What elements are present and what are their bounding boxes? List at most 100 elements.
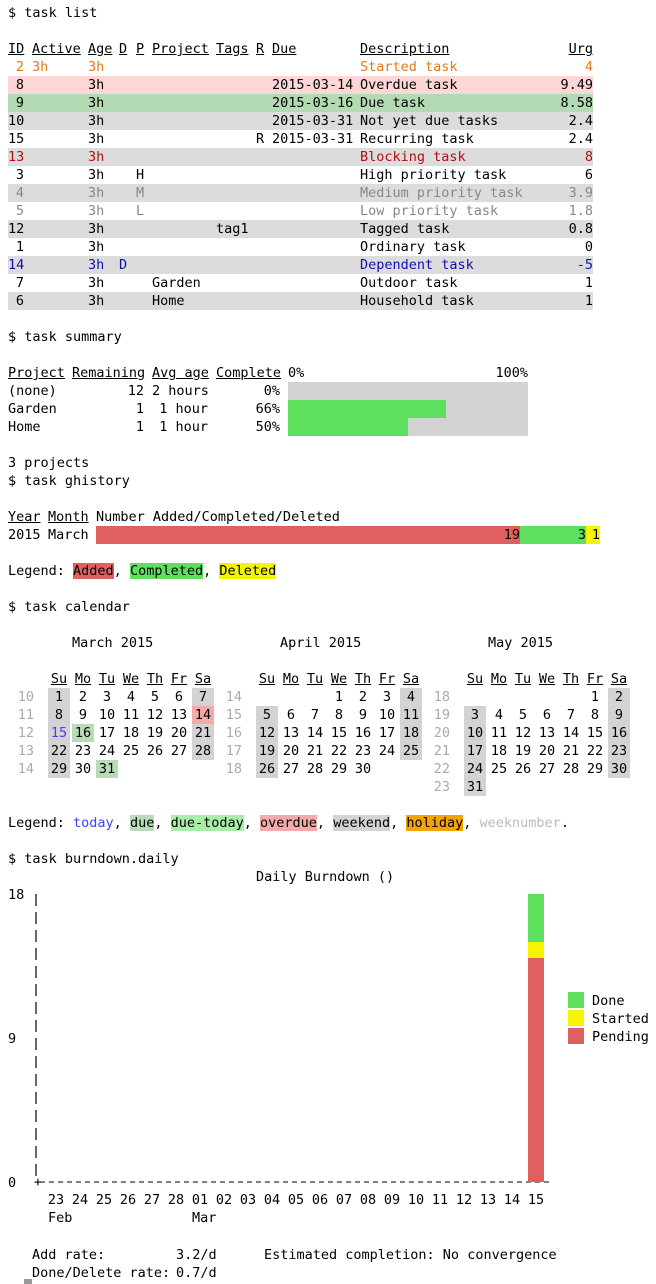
- task-cell-desc: Overdue task: [360, 77, 458, 93]
- calendar-day[interactable]: 11: [122, 707, 140, 723]
- calendar-day[interactable]: 14: [306, 725, 324, 741]
- calendar-day[interactable]: 4: [494, 707, 504, 723]
- calendar-day[interactable]: 29: [586, 761, 604, 777]
- calendar-day[interactable]: 19: [146, 725, 164, 741]
- calendar-day[interactable]: 17: [464, 742, 486, 760]
- calendar-day[interactable]: 2: [608, 688, 630, 706]
- calendar-day[interactable]: 17: [378, 725, 396, 741]
- calendar-day[interactable]: 3: [102, 689, 112, 705]
- task-cell-id: 14: [8, 257, 25, 273]
- calendar-day[interactable]: 16: [354, 725, 372, 741]
- calendar-day[interactable]: 7: [192, 688, 214, 706]
- calendar-day[interactable]: 22: [330, 743, 348, 759]
- calendar-day[interactable]: 28: [306, 761, 324, 777]
- calendar-day[interactable]: 12: [514, 725, 532, 741]
- calendar-day[interactable]: 1: [590, 689, 600, 705]
- calendar-day[interactable]: 7: [310, 707, 320, 723]
- calendar-day[interactable]: 6: [174, 689, 184, 705]
- calendar-day[interactable]: 8: [48, 706, 70, 724]
- calendar-day[interactable]: 22: [48, 742, 70, 760]
- x-tick-label: 03: [240, 1192, 256, 1208]
- summary-remaining: 1: [135, 419, 144, 435]
- calendar-day[interactable]: 3: [464, 706, 486, 724]
- calendar-day[interactable]: 5: [256, 706, 278, 724]
- calendar-day[interactable]: 23: [608, 742, 630, 760]
- calendar-day[interactable]: 24: [98, 743, 116, 759]
- calendar-day[interactable]: 15: [586, 725, 604, 741]
- calendar-day[interactable]: 18: [400, 724, 422, 742]
- calendar-day[interactable]: 21: [192, 724, 214, 742]
- calendar-day[interactable]: 17: [98, 725, 116, 741]
- calendar-day[interactable]: 9: [78, 707, 88, 723]
- calendar-day[interactable]: 1: [334, 689, 344, 705]
- calendar-day[interactable]: 27: [170, 743, 188, 759]
- calendar-day[interactable]: 25: [122, 743, 140, 759]
- calendar-day[interactable]: 8: [334, 707, 344, 723]
- calendar-day[interactable]: 27: [282, 761, 300, 777]
- calendar-day[interactable]: 9: [608, 706, 630, 724]
- calendar-day[interactable]: 19: [514, 743, 532, 759]
- calendar-day[interactable]: 23: [354, 743, 372, 759]
- calendar-day[interactable]: 20: [170, 725, 188, 741]
- calendar-day[interactable]: 6: [286, 707, 296, 723]
- calendar-day[interactable]: 4: [126, 689, 136, 705]
- calendar-day[interactable]: 11: [400, 706, 422, 724]
- calendar-day[interactable]: 11: [490, 725, 508, 741]
- calendar-day[interactable]: 3: [382, 689, 392, 705]
- calendar-day[interactable]: 21: [562, 743, 580, 759]
- calendar-day[interactable]: 14: [562, 725, 580, 741]
- calendar-day[interactable]: 12: [146, 707, 164, 723]
- calendar-day[interactable]: 18: [122, 725, 140, 741]
- calendar-day[interactable]: 20: [282, 743, 300, 759]
- calendar-day[interactable]: 26: [146, 743, 164, 759]
- calendar-day[interactable]: 28: [562, 761, 580, 777]
- calendar-day[interactable]: 29: [48, 760, 70, 778]
- calendar-day[interactable]: 26: [514, 761, 532, 777]
- calendar-day[interactable]: 10: [98, 707, 116, 723]
- calendar-day[interactable]: 31: [464, 778, 486, 796]
- calendar-day[interactable]: 25: [490, 761, 508, 777]
- calendar-day[interactable]: 10: [464, 724, 486, 742]
- calendar-day[interactable]: 20: [538, 743, 556, 759]
- calendar-day[interactable]: 21: [306, 743, 324, 759]
- calendar-day[interactable]: 14: [192, 706, 214, 724]
- calendar-day[interactable]: 23: [74, 743, 92, 759]
- calendar-day[interactable]: 19: [256, 742, 278, 760]
- calendar-day[interactable]: 30: [354, 761, 372, 777]
- calendar-day[interactable]: 2: [358, 689, 368, 705]
- calendar-day[interactable]: 18: [490, 743, 508, 759]
- calendar-day[interactable]: 2: [78, 689, 88, 705]
- calendar-day[interactable]: 16: [72, 724, 94, 742]
- calendar-day[interactable]: 6: [542, 707, 552, 723]
- legend-holiday: holiday: [406, 815, 464, 831]
- calendar-day[interactable]: 24: [378, 743, 396, 759]
- ghistory-col-number: Number Added/Completed/Deleted: [96, 509, 340, 525]
- calendar-day[interactable]: 31: [96, 760, 118, 778]
- calendar-day[interactable]: 28: [192, 742, 214, 760]
- task-cell-id: 7: [15, 275, 24, 291]
- calendar-day[interactable]: 24: [464, 760, 486, 778]
- calendar-day[interactable]: 8: [590, 707, 600, 723]
- calendar-day[interactable]: 27: [538, 761, 556, 777]
- calendar-day[interactable]: 15: [330, 725, 348, 741]
- calendar-day[interactable]: 7: [566, 707, 576, 723]
- calendar-day[interactable]: 10: [378, 707, 396, 723]
- calendar-day[interactable]: 13: [282, 725, 300, 741]
- calendar-day[interactable]: 1: [48, 688, 70, 706]
- calendar-day[interactable]: 13: [170, 707, 188, 723]
- calendar-day[interactable]: 30: [608, 760, 630, 778]
- calendar-day[interactable]: 12: [256, 724, 278, 742]
- calendar-day[interactable]: 25: [400, 742, 422, 760]
- calendar-day[interactable]: 5: [518, 707, 528, 723]
- calendar-day[interactable]: 5: [150, 689, 160, 705]
- calendar-day[interactable]: 4: [400, 688, 422, 706]
- calendar-day[interactable]: 15: [48, 724, 70, 742]
- ghistory-added-bar: 19: [96, 526, 520, 544]
- calendar-day[interactable]: 29: [330, 761, 348, 777]
- calendar-day[interactable]: 13: [538, 725, 556, 741]
- calendar-day[interactable]: 16: [608, 724, 630, 742]
- calendar-day[interactable]: 30: [74, 761, 92, 777]
- calendar-day[interactable]: 9: [358, 707, 368, 723]
- calendar-day[interactable]: 22: [586, 743, 604, 759]
- calendar-day[interactable]: 26: [256, 760, 278, 778]
